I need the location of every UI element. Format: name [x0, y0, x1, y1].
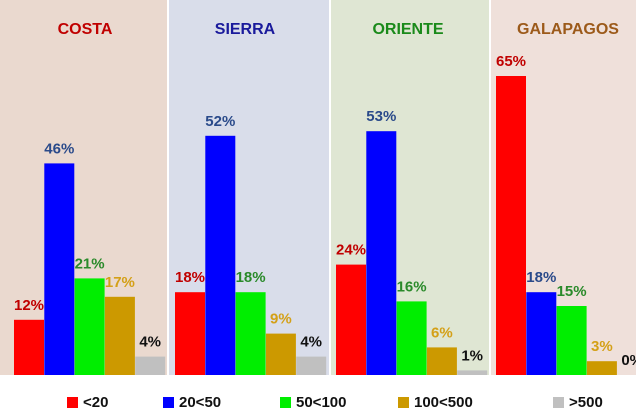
category-label: SIERRA — [215, 21, 276, 38]
page: COSTA 12% 46% 21%17% 4% SIERRA 18% 52% 18% 9% 4% OR… — [0, 0, 636, 415]
legend-swatch — [553, 397, 564, 408]
legend-swatch — [280, 397, 291, 408]
bar — [44, 163, 74, 375]
bar — [75, 278, 105, 375]
category-label: ORIENTE — [372, 21, 443, 38]
value-label: 3% — [591, 338, 613, 355]
legend-swatch — [398, 397, 409, 408]
bar — [266, 334, 296, 375]
value-label: 52% — [205, 113, 235, 130]
value-label: 17% — [105, 274, 135, 291]
category-label: COSTA — [58, 21, 113, 38]
value-label: 53% — [366, 108, 396, 125]
value-label: 18% — [526, 269, 556, 286]
value-label: 6% — [431, 324, 453, 341]
bar — [366, 131, 396, 375]
value-label: 9% — [270, 311, 292, 328]
bar — [427, 347, 457, 375]
value-label: 65% — [496, 53, 526, 70]
bar — [587, 361, 617, 375]
bar — [175, 292, 205, 375]
value-label: 16% — [397, 278, 427, 295]
bar — [526, 292, 556, 375]
value-label: 15% — [557, 283, 587, 300]
value-label: 4% — [300, 334, 322, 351]
value-label: 0% — [621, 352, 636, 369]
legend-label: <20 — [83, 394, 108, 411]
bar — [14, 320, 44, 375]
legend-label: 100<500 — [414, 394, 473, 411]
bar — [205, 136, 235, 375]
bar — [397, 301, 427, 375]
bar — [135, 357, 165, 375]
bar — [496, 76, 526, 375]
bar — [236, 292, 266, 375]
bar — [296, 357, 326, 375]
value-label: 21% — [75, 255, 105, 272]
chart: COSTA 12% 46% 21%17% 4% SIERRA 18% 52% 18% 9% 4% OR… — [0, 0, 636, 415]
value-label: 1% — [461, 347, 483, 364]
bar — [105, 297, 135, 375]
legend-swatch — [67, 397, 78, 408]
legend-label: 50<100 — [296, 394, 346, 411]
bar — [457, 370, 487, 375]
bar — [336, 265, 366, 375]
value-label: 24% — [336, 242, 366, 259]
legend-swatch — [163, 397, 174, 408]
value-label: 4% — [139, 334, 161, 351]
category-label: GALAPAGOS — [517, 21, 619, 38]
value-label: 12% — [14, 297, 44, 314]
legend-label: 20<50 — [179, 394, 221, 411]
legend-label: >500 — [569, 394, 603, 411]
bar — [557, 306, 587, 375]
value-label: 18% — [175, 269, 205, 286]
value-label: 46% — [44, 140, 74, 157]
value-label: 18% — [236, 269, 266, 286]
